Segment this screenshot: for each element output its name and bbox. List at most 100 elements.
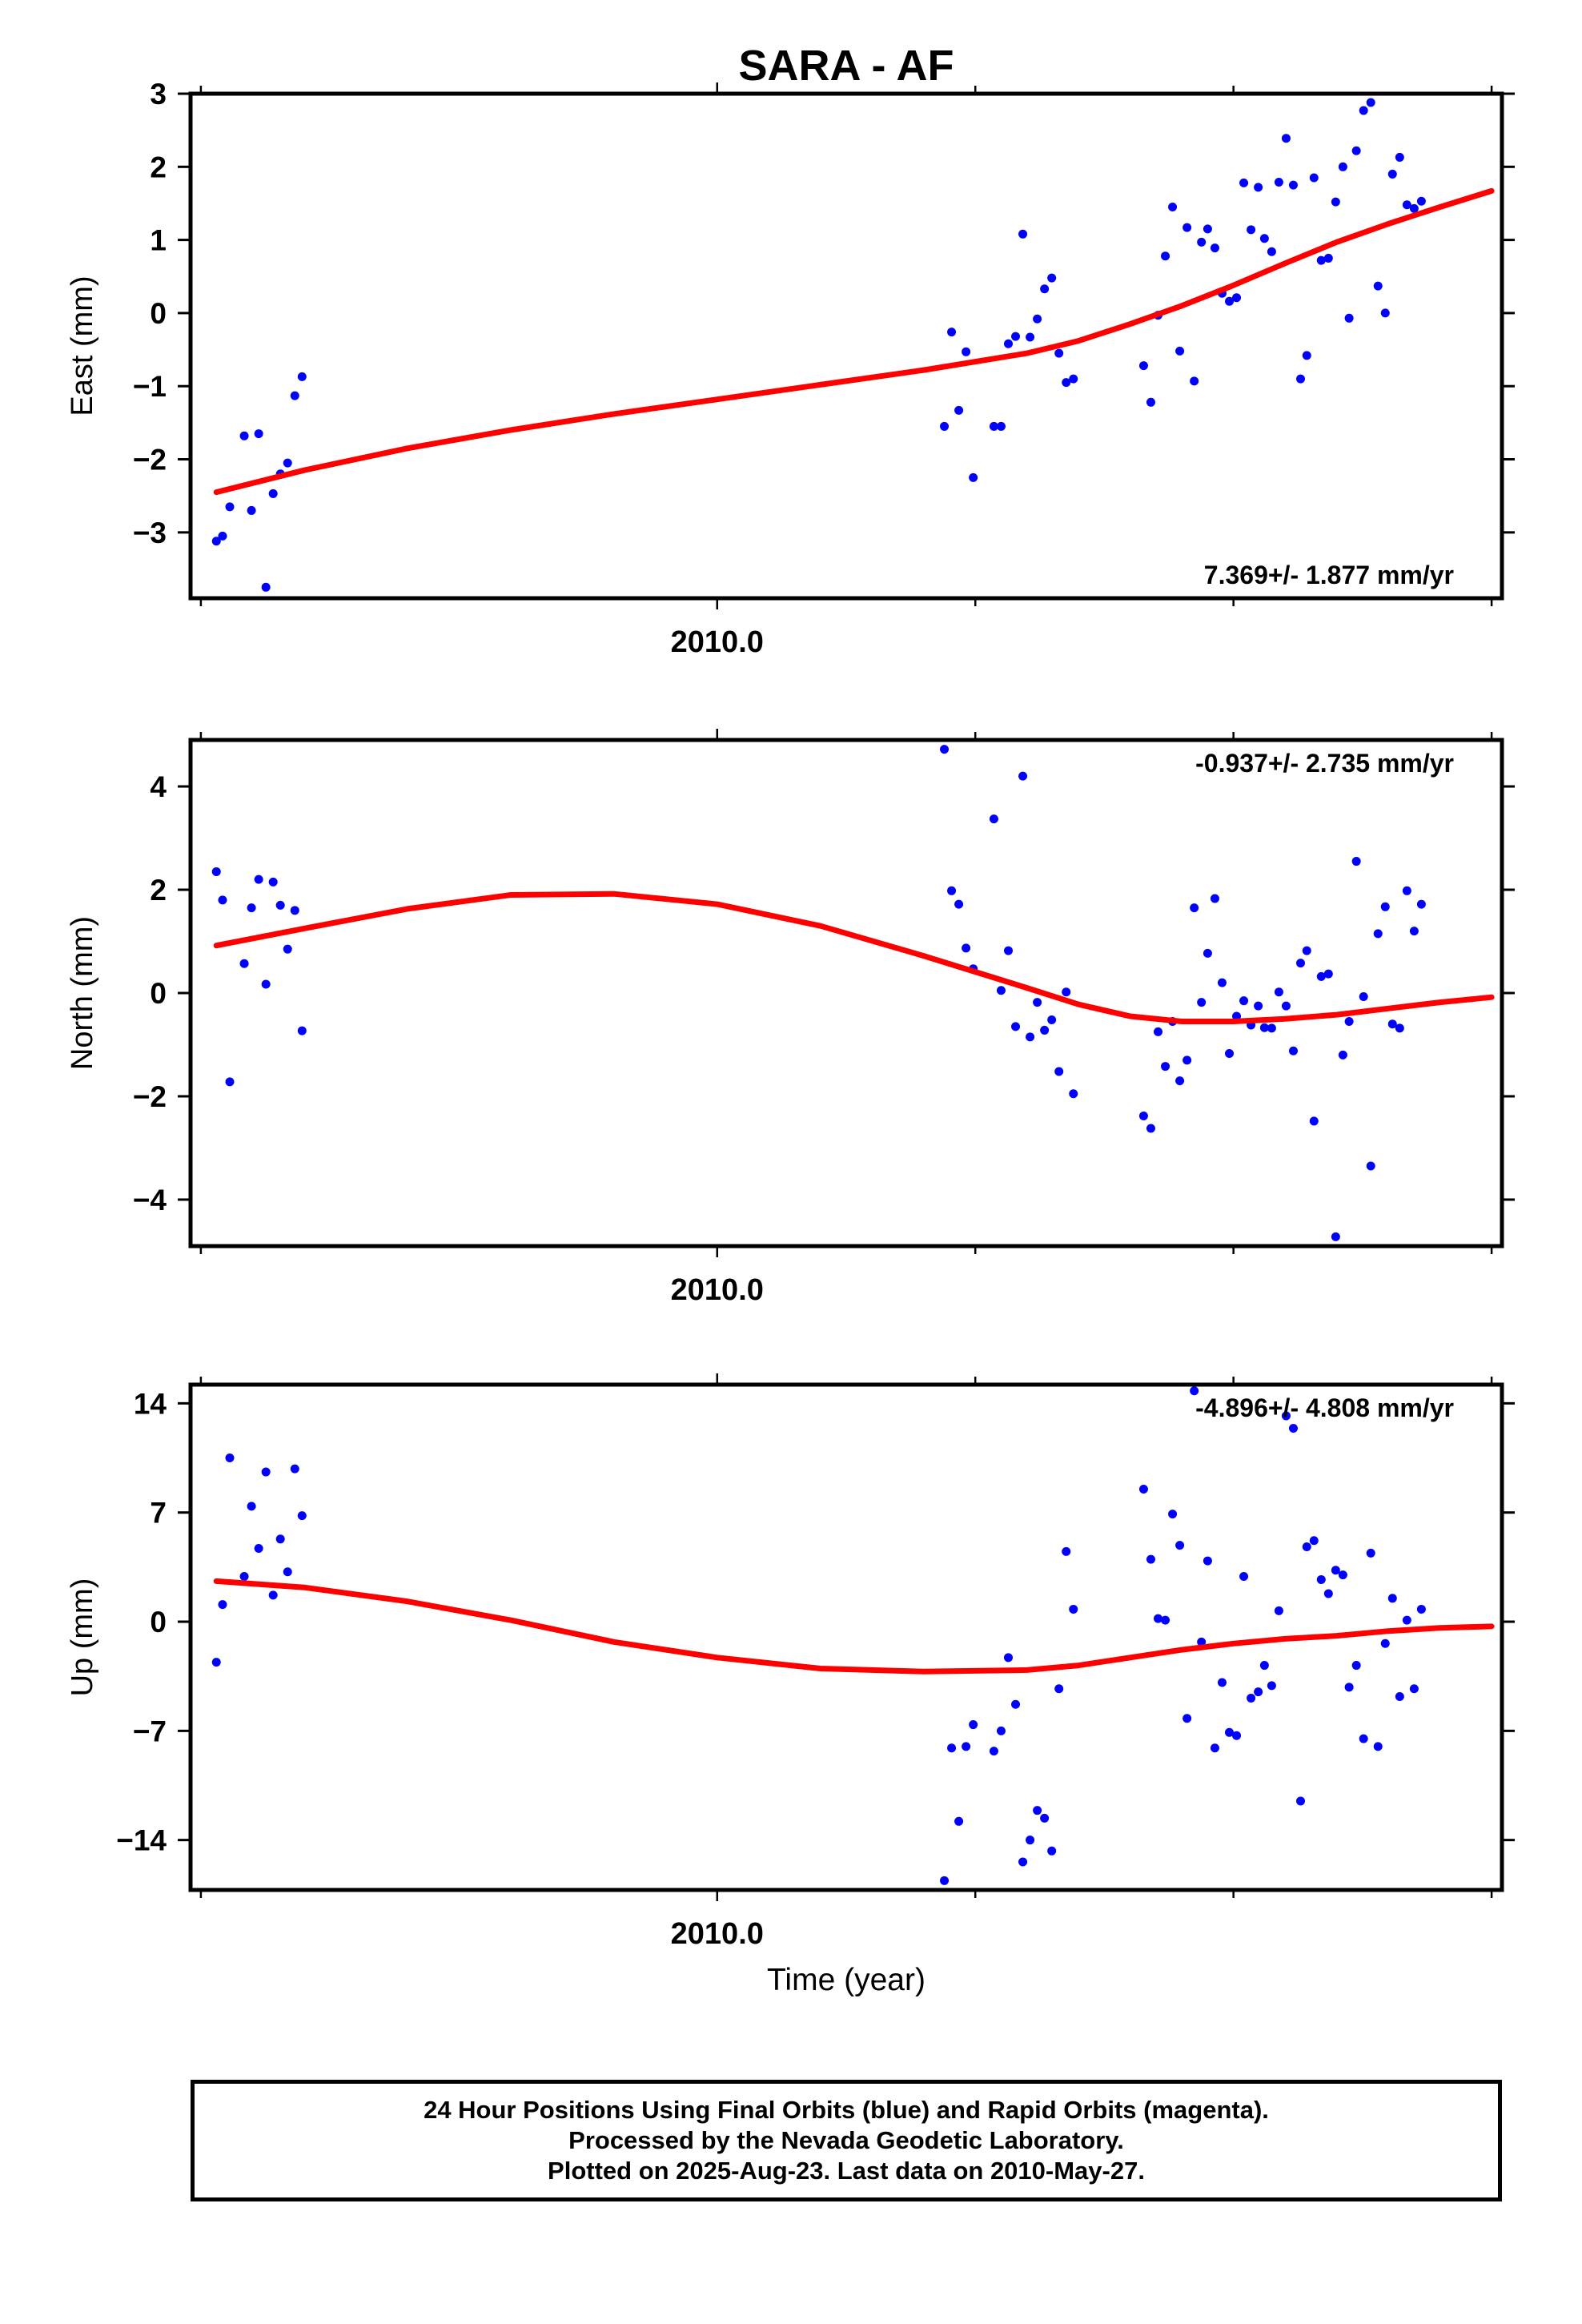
north-data-point [1431,0,1440,5]
north-data-point [947,886,957,895]
up-data-point [297,1511,307,1521]
east-data-point [254,429,263,439]
up-data-point [1168,1510,1178,1519]
north-ytick-label: −4 [133,1184,167,1216]
north-ytick-label: 4 [150,770,167,803]
east-data-point [1267,247,1276,256]
caption-line-2: Processed by the Nevada Geodetic Laborat… [568,2126,1124,2154]
x-axis-label: Time (year) [767,1963,926,1997]
up-data-point [1040,1813,1050,1823]
up-data-point [1288,1424,1298,1433]
east-plot-frame [188,91,1504,601]
up-data-point [1203,1556,1212,1566]
east-y-axis-label: East (mm) [66,275,99,416]
north-data-point [1154,1027,1163,1036]
north-data-point [1254,1001,1263,1011]
east-data-point [996,421,1006,431]
east-ytick-label: −3 [133,517,167,549]
up-data-point [211,1658,221,1667]
east-data-point [1254,183,1263,192]
east-data-point [1047,273,1057,283]
east-fit-line [213,187,1495,496]
up-data-point [1274,1606,1283,1615]
east-data-point [1488,0,1496,5]
up-plot-frame [188,1382,1504,1892]
up-data-point [1210,1743,1219,1753]
east-data-point [1239,178,1249,187]
east-data-point [1203,224,1212,234]
north-data-point [254,875,263,884]
east-data-point [261,582,271,592]
north-data-point [1295,959,1305,968]
up-data-point [1146,1554,1155,1564]
east-data-point [1380,308,1390,318]
up-data-point [1161,1615,1170,1625]
north-data-point [1267,1023,1276,1033]
north-data-point [1424,0,1433,5]
east-data-point [1302,351,1311,360]
north-plot-frame [188,738,1504,1248]
east-data-point [283,458,292,468]
up-data-point [1175,1541,1185,1550]
up-data-point [283,1567,292,1577]
up-data-point [1011,1699,1021,1709]
north-rate-annotation: -0.937+/- 2.735 mm/yr [1195,749,1454,778]
north-data-point [1331,1232,1340,1241]
east-data-point [1018,229,1028,239]
up-data-point [261,1467,271,1477]
east-data-point [1395,152,1404,162]
north-data-point [1062,987,1071,997]
east-data-point [1445,0,1454,5]
up-ytick-label: 0 [150,1606,167,1638]
north-data-point [1175,1076,1185,1086]
east-data-point [1416,196,1426,206]
east-ytick-label: 0 [150,297,167,330]
up-data-point [1467,0,1476,5]
north-data-point [1387,1019,1397,1029]
north-data-point [1467,0,1476,5]
north-data-point [261,979,271,989]
north-data-point [1309,1116,1319,1126]
up-data-point [1409,1684,1419,1694]
east-data-point [1247,225,1256,235]
north-data-point [225,1077,235,1087]
up-ytick-label: −14 [116,1824,167,1857]
east-data-point [247,505,256,515]
up-data-point [1182,1714,1192,1723]
east-data-point [1033,314,1042,324]
north-data-point [1225,1048,1235,1058]
north-data-point [1047,1015,1057,1025]
east-data-point [211,537,221,546]
east-data-point [1182,223,1192,232]
north-data-point [1302,946,1311,955]
north-data-point [1288,1046,1298,1055]
north-data-point [1182,1055,1192,1065]
north-data-point [1259,1023,1269,1032]
north-data-point [1026,1032,1035,1042]
east-ytick-label: 2 [150,151,167,183]
north-data-point [1373,929,1383,939]
north-data-point [1033,998,1042,1007]
up-data-point [1154,1614,1163,1623]
north-data-point [218,895,227,905]
north-data-point [996,986,1006,995]
up-data-point [1033,1806,1042,1815]
east-data-point [1316,255,1326,265]
north-data-point [1239,996,1249,1006]
east-data-point [1344,313,1354,323]
north-data-point [1281,1001,1291,1011]
up-data-point [1488,0,1496,5]
east-data-point [1366,98,1375,107]
east-data-point [1190,376,1199,386]
east-data-point [1175,346,1185,356]
north-ytick-label: 2 [150,874,167,907]
up-data-point [940,1876,950,1885]
north-data-point [1351,857,1361,866]
up-data-point [1259,1661,1269,1671]
north-data-point [1203,948,1212,958]
north-data-point [1359,992,1368,1002]
caption-line-1: 24 Hour Positions Using Final Orbits (bl… [424,2096,1269,2124]
north-xtick-label: 2010.0 [671,1273,764,1307]
north-data-point [1161,1062,1170,1072]
east-data-point [989,421,998,431]
